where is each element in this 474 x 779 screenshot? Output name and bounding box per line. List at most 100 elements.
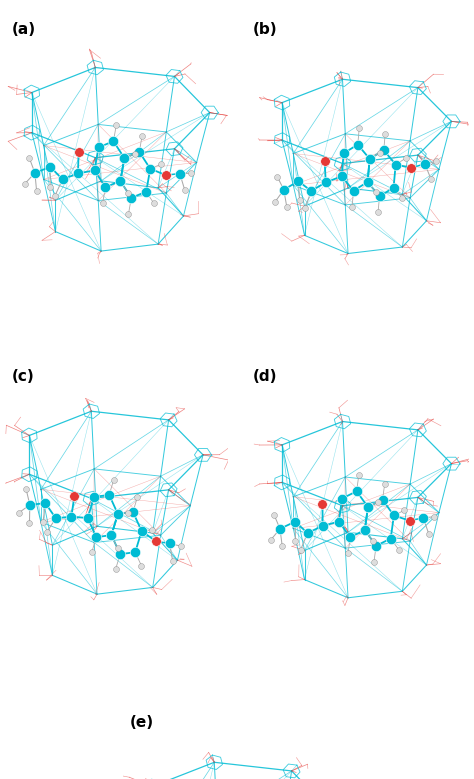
Point	[276, 523, 284, 535]
Point	[117, 174, 124, 187]
Point	[131, 546, 139, 559]
Point	[379, 494, 386, 506]
Point	[84, 512, 91, 524]
Point	[392, 158, 400, 171]
Point	[364, 501, 372, 513]
Point	[366, 153, 374, 165]
Point	[92, 531, 100, 544]
Point	[421, 157, 428, 170]
Point	[22, 483, 30, 495]
Point	[283, 201, 291, 213]
Point	[52, 512, 60, 524]
Point	[376, 190, 383, 203]
Point	[425, 528, 433, 541]
Point	[169, 555, 176, 567]
Point	[129, 506, 137, 518]
Point	[43, 526, 50, 538]
Point	[291, 516, 299, 528]
Point	[138, 129, 146, 142]
Point	[112, 562, 119, 575]
Point	[181, 184, 189, 196]
Point	[380, 144, 388, 157]
Point	[350, 185, 357, 197]
Point	[108, 529, 115, 541]
Point	[340, 147, 347, 160]
Point	[91, 164, 98, 177]
Point	[419, 512, 427, 524]
Text: (c): (c)	[11, 368, 34, 383]
Point	[355, 469, 363, 481]
Point	[387, 532, 394, 545]
Point	[297, 544, 304, 556]
Point	[42, 497, 49, 509]
Point	[364, 176, 371, 189]
Point	[136, 146, 143, 158]
Point	[166, 538, 173, 550]
Point	[15, 506, 23, 519]
Point	[292, 535, 299, 548]
Point	[366, 153, 374, 165]
Point	[31, 167, 39, 179]
Point	[294, 175, 302, 188]
Point	[152, 535, 160, 548]
Point	[398, 192, 406, 204]
Point	[346, 531, 354, 544]
Text: (b): (b)	[253, 22, 278, 37]
Point	[131, 147, 138, 160]
Point	[432, 155, 439, 167]
Point	[390, 509, 398, 522]
Point	[177, 540, 184, 552]
Point	[114, 508, 122, 520]
Point	[138, 525, 146, 538]
Point	[364, 176, 371, 189]
Point	[361, 523, 369, 536]
Point	[395, 543, 402, 555]
Point	[148, 523, 156, 536]
Point	[157, 158, 164, 171]
Point	[176, 167, 183, 180]
Point	[90, 491, 98, 503]
Point	[270, 509, 278, 521]
Point	[150, 197, 158, 210]
Point	[74, 167, 82, 180]
Point	[146, 163, 154, 175]
Point	[137, 559, 145, 572]
Point	[71, 489, 78, 502]
Point	[271, 196, 279, 208]
Point	[382, 128, 389, 140]
Point	[109, 135, 117, 147]
Point	[381, 478, 389, 490]
Point	[308, 185, 315, 197]
Point	[338, 492, 346, 505]
Point	[427, 173, 435, 185]
Point	[273, 171, 281, 183]
Point	[26, 516, 33, 529]
Point	[376, 146, 383, 159]
Point	[390, 182, 397, 194]
Text: (d): (d)	[253, 368, 278, 383]
Point	[51, 189, 59, 202]
Point	[117, 174, 124, 187]
Point	[338, 170, 346, 182]
Point	[401, 152, 409, 164]
Point	[406, 514, 413, 527]
Point	[319, 498, 326, 510]
Point	[321, 155, 328, 167]
Point	[112, 119, 120, 132]
Point	[374, 495, 382, 508]
Point	[26, 499, 34, 511]
Point	[364, 501, 372, 513]
Point	[110, 474, 118, 486]
Point	[88, 545, 96, 558]
Point	[344, 547, 352, 559]
Point	[75, 145, 82, 157]
Point	[21, 178, 29, 190]
Point	[142, 185, 150, 198]
Point	[361, 523, 369, 536]
Point	[374, 206, 382, 219]
Point	[370, 555, 378, 568]
Point	[134, 491, 141, 503]
Point	[114, 542, 121, 555]
Point	[373, 540, 380, 552]
Text: (e): (e)	[130, 715, 154, 730]
